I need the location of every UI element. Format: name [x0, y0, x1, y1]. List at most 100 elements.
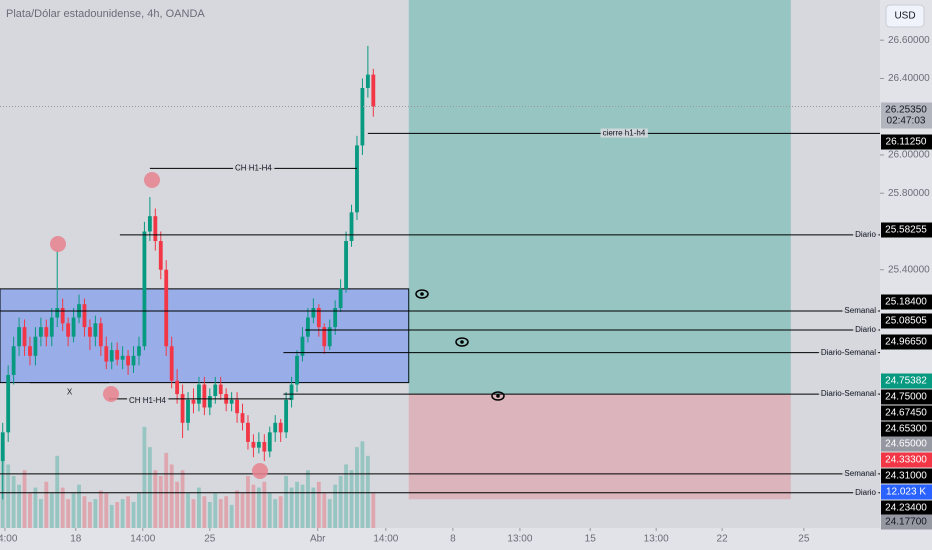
level-label: cierre h1-h4 — [603, 129, 646, 138]
candle-body — [333, 308, 338, 328]
price-tag-label: 12.023 K — [886, 487, 926, 498]
candle-body — [289, 384, 294, 400]
candle-body — [213, 384, 218, 396]
y-tick-label: 26.60000 — [888, 35, 930, 46]
candle-body — [186, 399, 190, 423]
volume-bar — [251, 484, 256, 528]
candle-body — [11, 346, 16, 375]
volume-bar — [131, 502, 136, 528]
chart-title: Plata/Dólar estadounidense, 4h, OANDA — [6, 8, 205, 20]
volume-bar — [344, 464, 348, 528]
volume-bar — [327, 499, 332, 528]
volume-bar — [77, 484, 81, 528]
volume-bar — [289, 487, 294, 528]
volume-bar — [295, 481, 299, 528]
candle-body — [262, 441, 267, 452]
price-tag-label: 24.75382 — [885, 376, 927, 387]
volume-bar — [306, 470, 310, 528]
x-tick-label: 14:00 — [373, 534, 398, 545]
volume-bar — [55, 455, 60, 528]
x-tick-label: 25 — [204, 534, 216, 545]
price-tag-label: 25.58255 — [885, 225, 927, 236]
volume-bar — [267, 493, 272, 528]
level-label: CH H1-H4 — [129, 396, 166, 405]
candle-body — [251, 441, 256, 448]
candle-body — [169, 346, 174, 381]
target-zone — [408, 0, 791, 395]
level-label: CH H1-H4 — [235, 163, 272, 172]
level-label-bg — [853, 229, 879, 239]
currency-label: USD — [894, 11, 915, 22]
price-tag — [881, 452, 932, 468]
volume-bar — [169, 464, 174, 528]
candle-body — [147, 216, 152, 232]
x-tick-label: 14:00 — [130, 534, 155, 545]
price-tag — [881, 102, 932, 129]
candle-body — [306, 317, 310, 337]
candle-body — [295, 355, 299, 385]
volume-bar — [88, 502, 92, 528]
candle-body — [256, 441, 261, 448]
eye-icon[interactable] — [455, 337, 469, 347]
candle-body — [126, 355, 130, 366]
volume-bar — [284, 476, 289, 528]
volume-bar — [218, 499, 223, 528]
price-tag-label: 24.65000 — [885, 439, 927, 450]
stop-zone — [408, 394, 791, 500]
candle-body — [131, 355, 136, 366]
level-label-bg — [853, 487, 879, 497]
volume-bar — [262, 481, 267, 528]
level-label-bg — [818, 347, 879, 357]
volume-bar — [256, 487, 261, 528]
volume-bar — [322, 493, 327, 528]
volume-bar — [355, 447, 359, 528]
volume-bar — [180, 470, 185, 528]
volume-bar — [213, 493, 218, 528]
candle-body — [71, 317, 76, 337]
x-tick-label: 18 — [70, 534, 82, 545]
volume-bar — [153, 470, 158, 528]
candle-body — [278, 422, 283, 433]
candle-body — [44, 327, 49, 337]
y-tick-label: 25.80000 — [888, 188, 930, 199]
price-tag — [881, 514, 932, 530]
price-tag — [881, 222, 932, 238]
price-tag-label: 24.65300 — [885, 424, 927, 435]
price-tag-label: 24.67450 — [885, 408, 927, 419]
eye-icon[interactable] — [415, 289, 429, 299]
candle-body — [197, 384, 201, 404]
level-label-bg — [232, 163, 275, 173]
x-tick-label: 22 — [717, 534, 729, 545]
candle-body — [66, 323, 71, 337]
level-label-bg — [842, 468, 879, 478]
candle-body — [98, 323, 103, 347]
volume-bar — [186, 493, 190, 528]
candle-body — [240, 413, 245, 423]
volume-bar — [311, 487, 316, 528]
candle-body — [6, 374, 11, 433]
level-label-bg — [842, 306, 879, 316]
candle-body — [137, 346, 141, 356]
volume-bar — [316, 481, 321, 528]
plot: cierre h1-h4 CH H1-H4 Diario Semanal Diario D… — [0, 0, 880, 528]
price-tag — [881, 294, 932, 310]
candle-body — [273, 422, 278, 433]
candle-body — [284, 399, 289, 433]
volume-bar — [120, 499, 125, 528]
y-tick-label: 26.00000 — [888, 150, 930, 161]
price-tag-label: 24.31000 — [885, 471, 927, 482]
eye-icon[interactable] — [491, 391, 505, 401]
zone — [0, 288, 410, 384]
volume-bar — [142, 426, 147, 528]
price-tag-label: 26.25350 — [885, 105, 927, 116]
volume-bar — [147, 447, 152, 528]
candle-body — [142, 231, 147, 347]
x-tick-label: 13:00 — [644, 534, 669, 545]
volume-bar — [175, 481, 180, 528]
volume-bar — [17, 484, 21, 528]
volume-bar — [6, 464, 11, 528]
currency-button[interactable] — [885, 4, 925, 28]
candle-body — [229, 399, 234, 404]
